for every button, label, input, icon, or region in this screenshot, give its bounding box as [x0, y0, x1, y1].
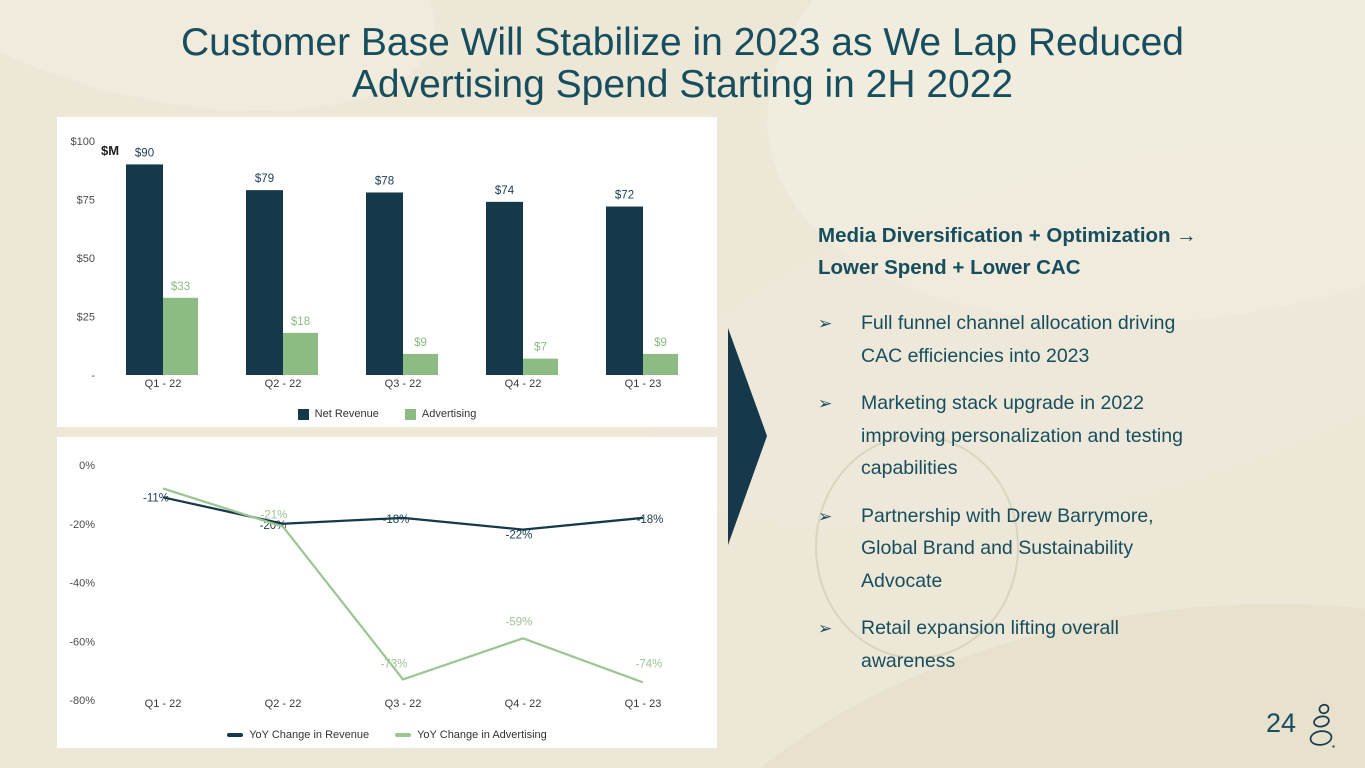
x-axis-tick-label: Q4 - 22	[505, 378, 542, 390]
bar-advertising	[643, 353, 678, 375]
x-axis-tick-label: Q3 - 22	[385, 698, 422, 710]
point-value-label: -22%	[506, 530, 533, 542]
y-axis-tick-label: -80%	[69, 695, 95, 707]
bar-value-label: $79	[255, 173, 274, 185]
stacked-stones-logo-icon	[1309, 703, 1335, 748]
legend-item: YoY Change in Advertising	[395, 729, 547, 741]
logo-stone-top	[1318, 703, 1330, 715]
bullet-arrow-icon: ➢	[818, 619, 833, 638]
point-value-label: -18%	[637, 514, 664, 526]
logo-stone-bottom	[1309, 730, 1333, 746]
y-axis-tick-label: 0%	[79, 460, 95, 472]
unit-label: $M	[101, 143, 119, 158]
bar-value-label: $7	[534, 342, 547, 354]
x-axis-tick-label: Q2 - 22	[265, 378, 302, 390]
legend-swatch	[227, 733, 244, 737]
x-axis-tick-label: Q3 - 22	[385, 378, 422, 390]
point-value-label: -20%	[260, 520, 287, 532]
bullet-arrow-icon: ➢	[818, 394, 833, 413]
point-value-label: -74%	[636, 658, 663, 670]
bar-chart-legend: Net Revenue Advertising	[57, 408, 717, 420]
bar-net-revenue	[366, 192, 403, 375]
point-value-label: -21%	[261, 510, 288, 522]
bar-value-label: $90	[135, 147, 154, 159]
bullet-arrow-icon: ➢	[818, 314, 833, 333]
logo-dot	[1332, 745, 1335, 748]
bar-chart-panel: $100 $75 $50 $25 - $M Q1 - 22 Q2 - 22 Q3 - 22 Q4 …	[57, 117, 717, 427]
bullet-text: Full funnel channel allocation driving C…	[861, 312, 1176, 367]
y-axis-tick-label: -40%	[69, 578, 95, 590]
y-axis-tick-label: $25	[77, 312, 95, 324]
commentary-panel: Media Diversification + Optimization → L…	[818, 220, 1288, 692]
bar-advertising	[403, 353, 438, 375]
line-chart-legend: YoY Change in Revenue YoY Change in Adver…	[57, 729, 717, 741]
legend-label: YoY Change in Revenue	[249, 729, 370, 741]
point-value-label: -73%	[381, 658, 408, 670]
legend-label: Advertising	[421, 408, 477, 420]
page-title: Customer Base Will Stabilize in 2023 as …	[181, 21, 1184, 106]
bar-advertising	[283, 332, 318, 375]
x-axis-tick-label: Q1 - 22	[145, 378, 182, 390]
bullet-text: Partnership with Drew Barrymore, Global …	[861, 504, 1154, 592]
background-ring-shape	[815, 435, 1019, 659]
brand-logo	[1307, 702, 1337, 752]
bullet-text: Retail expansion lifting overall awarene…	[861, 617, 1119, 672]
x-axis-tick-label: Q2 - 22	[265, 698, 302, 710]
page-number: 24	[1266, 708, 1297, 738]
commentary-heading: Media Diversification + Optimization → L…	[818, 224, 1197, 279]
legend-item: YoY Change in Revenue	[227, 729, 369, 741]
y-axis-tick-label: $75	[77, 195, 95, 207]
x-axis-tick-label: Q1 - 23	[625, 378, 662, 390]
point-value-label: -11%	[143, 492, 169, 504]
bullet-list: ➢ Full funnel channel allocation driving …	[818, 307, 1288, 677]
line-chart-panel: 0% -20% -40% -60% -80% Q1 - 22 Q2 - 22 Q3 - 22 Q…	[57, 437, 717, 748]
bar-value-label: $78	[375, 175, 394, 187]
right-arrow-icon	[728, 328, 767, 545]
line-chart-svg: 0% -20% -40% -60% -80% Q1 - 22 Q2 - 22 Q3 - 22 Q…	[69, 460, 664, 710]
bar-chart-svg: $100 $75 $50 $25 - $M Q1 - 22 Q2 - 22 Q3 - 22 Q4 …	[71, 136, 678, 390]
legend-item: Net Revenue	[297, 408, 379, 420]
point-value-label: -59%	[506, 616, 533, 628]
bullet-item: ➢ Retail expansion lifting overall awaren…	[818, 612, 1288, 677]
bar-net-revenue	[246, 190, 283, 375]
bullet-item: ➢ Partnership with Drew Barrymore, Global…	[818, 500, 1288, 598]
right-arrow-shape	[728, 328, 767, 545]
bullet-text: Marketing stack upgrade in 2022 improvin…	[861, 392, 1183, 479]
bar-value-label: $9	[654, 337, 667, 349]
x-axis-tick-label: Q4 - 22	[505, 698, 542, 710]
bar-value-label: $72	[615, 190, 634, 202]
bar-net-revenue	[486, 201, 523, 375]
bar-advertising	[523, 358, 558, 375]
legend-swatch	[404, 408, 416, 420]
x-axis-tick-label: Q1 - 22	[145, 698, 182, 710]
bullet-arrow-icon: ➢	[818, 506, 833, 526]
y-axis-tick-label: -	[91, 370, 95, 382]
y-axis-tick-label: -20%	[69, 519, 95, 531]
transition-arrow	[728, 328, 767, 545]
bar-advertising	[163, 297, 198, 375]
y-axis-tick-label: $50	[77, 253, 95, 265]
bar-value-label: $74	[495, 185, 515, 197]
y-axis-tick-label: -60%	[69, 636, 95, 648]
y-axis-tick-label: $100	[71, 136, 95, 148]
bullet-item: ➢ Marketing stack upgrade in 2022 improvi…	[818, 387, 1288, 485]
legend-label: YoY Change in Advertising	[417, 729, 547, 741]
legend-swatch	[297, 408, 309, 420]
bar-value-label: $9	[414, 337, 427, 349]
legend-swatch	[395, 733, 412, 737]
bar-net-revenue	[126, 164, 163, 375]
point-value-label: -18%	[383, 514, 410, 526]
bullet-item: ➢ Full funnel channel allocation driving …	[818, 307, 1288, 372]
bar-value-label: $33	[171, 281, 190, 293]
legend-item: Advertising	[404, 408, 477, 420]
bar-net-revenue	[606, 206, 643, 375]
line-yoy-change-in-advertising	[162, 487, 644, 684]
logo-stone-middle	[1313, 715, 1330, 728]
bar-value-label: $18	[291, 316, 310, 328]
x-axis-tick-label: Q1 - 23	[625, 698, 662, 710]
legend-label: Net Revenue	[314, 408, 379, 420]
